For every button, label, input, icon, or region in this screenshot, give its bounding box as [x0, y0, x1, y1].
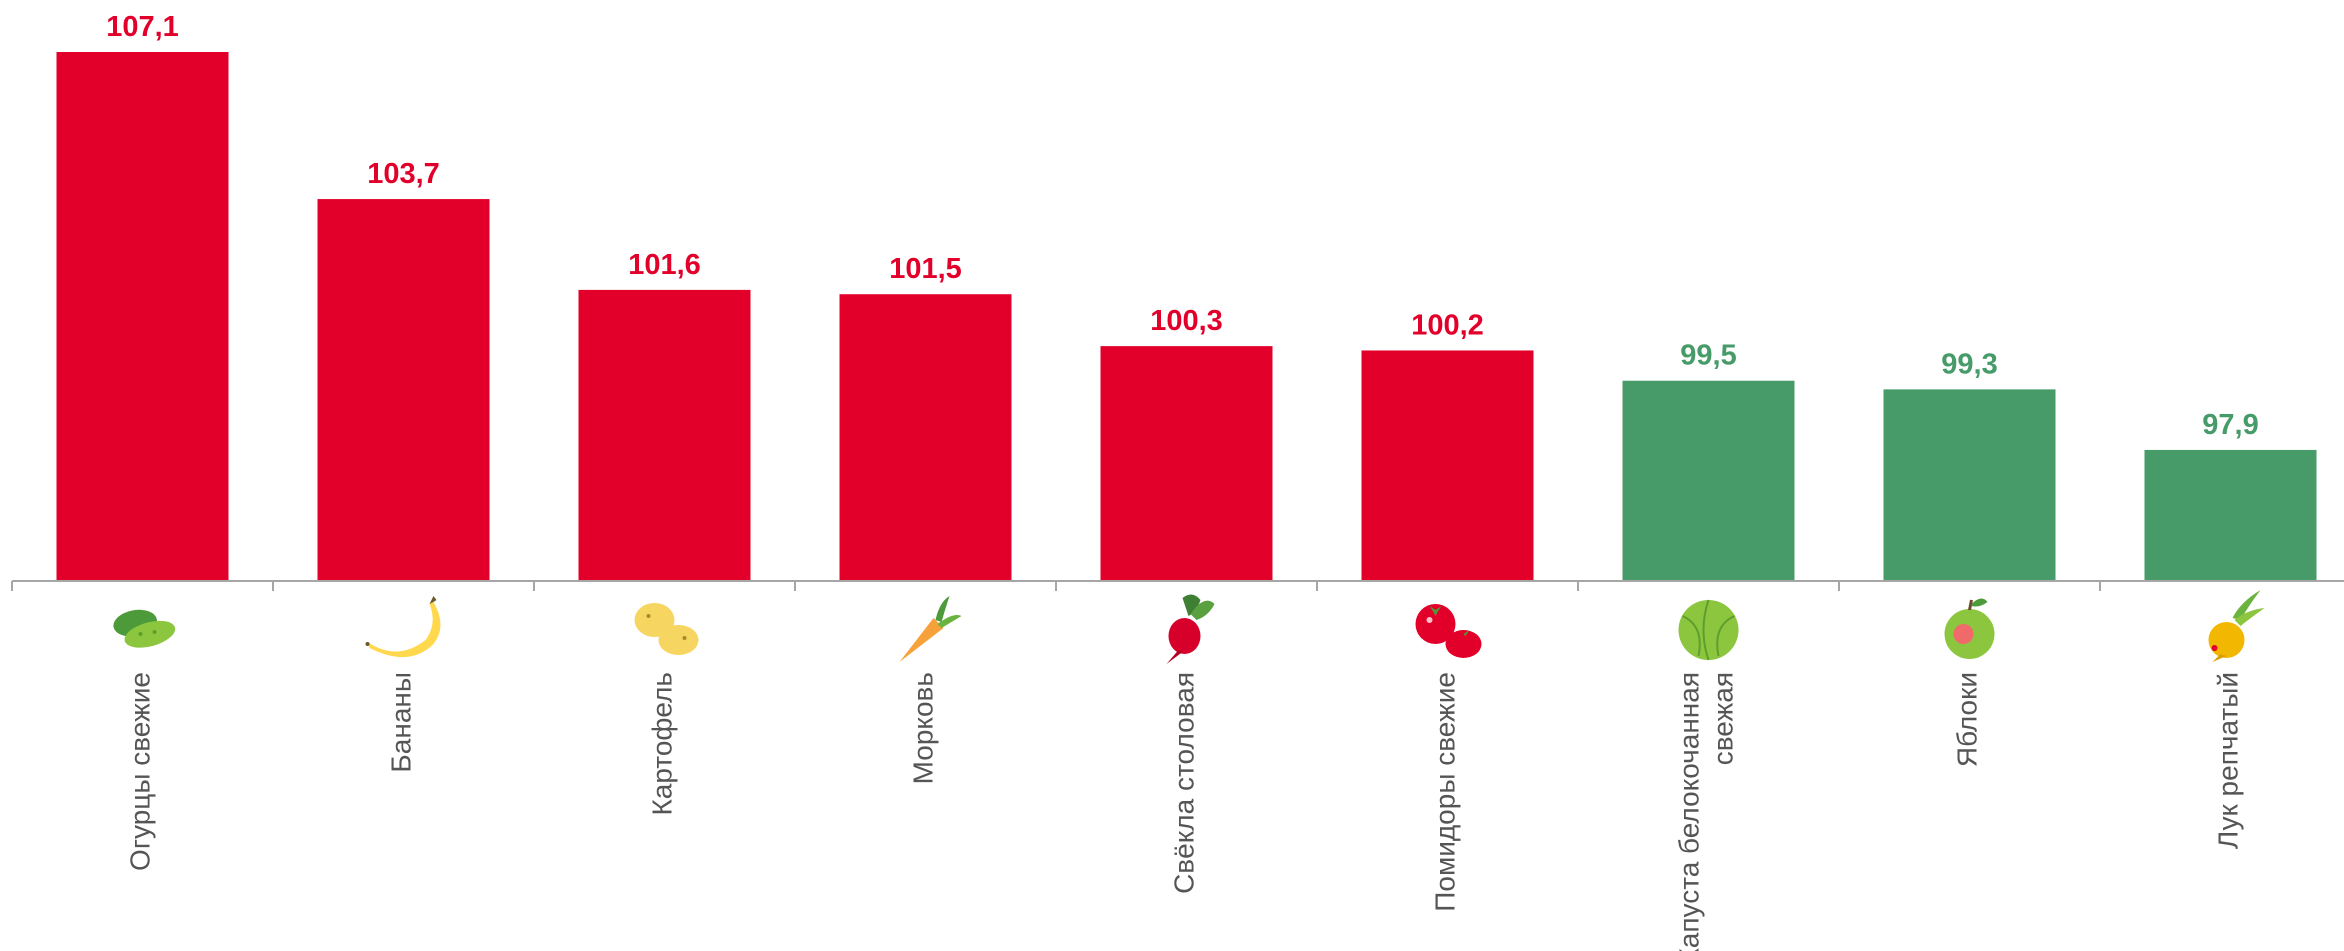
banana-icon [365, 596, 441, 658]
category-label-line: Помидоры свежие [1430, 672, 1461, 912]
category-label: Огурцы свежие [125, 672, 156, 871]
apple-icon [1944, 598, 1995, 659]
category-label-line: Картофель [647, 672, 678, 816]
category-label: Капуста белокочанная свежая [1674, 672, 1739, 951]
bar [1100, 346, 1273, 581]
potato-icon [634, 603, 699, 655]
bar [317, 199, 490, 582]
cucumber-icon [113, 609, 176, 648]
value-label: 100,3 [1150, 305, 1223, 337]
category-label-line: Бананы [386, 672, 417, 773]
category-icons-group [113, 590, 2265, 664]
value-label: 107,1 [106, 11, 179, 43]
bar [839, 294, 1012, 581]
category-label: Картофель [647, 672, 678, 816]
value-labels-group: 107,1 103,7 101,6 101,5 100,3 100,2 99,5 99,3 97… [106, 11, 2259, 441]
bar [1883, 389, 2056, 581]
value-label: 97,9 [2202, 409, 2258, 441]
category-label-line: Огурцы свежие [125, 672, 156, 871]
category-label: Бананы [386, 672, 417, 773]
category-labels-group: Огурцы свежие Бананы Картофель Морковь Свёкл… [125, 672, 2244, 951]
beet-icon [1166, 594, 1215, 664]
value-label: 99,3 [1941, 348, 1997, 380]
bar [2144, 449, 2317, 581]
category-label: Яблоки [1952, 672, 1983, 767]
bar [578, 289, 751, 581]
x-axis [11, 580, 2344, 591]
category-label: Свёкла столовая [1169, 672, 1200, 894]
bar [1361, 350, 1534, 581]
value-label: 101,6 [628, 249, 701, 281]
category-label: Лук репчатый [2213, 672, 2244, 849]
tomato-icon [1415, 604, 1482, 658]
category-label-line: свежая [1708, 672, 1739, 765]
category-label-line: Яблоки [1952, 672, 1983, 767]
category-label-line: Морковь [908, 672, 939, 784]
value-label: 99,5 [1680, 340, 1736, 372]
category-label-line: Лук репчатый [2213, 672, 2244, 849]
carrot-icon [899, 596, 962, 662]
bars-group [56, 52, 2317, 582]
value-label: 103,7 [367, 158, 440, 190]
category-label: Помидоры свежие [1430, 672, 1461, 912]
value-label: 100,2 [1411, 309, 1484, 341]
category-label: Морковь [908, 672, 939, 784]
bar [1622, 380, 1795, 581]
category-label-line: Свёкла столовая [1169, 672, 1200, 894]
value-label: 101,5 [889, 253, 962, 285]
onion-icon [2208, 590, 2265, 662]
bar [56, 52, 229, 581]
cabbage-icon [1678, 599, 1739, 661]
category-label-line: Капуста белокочанная [1674, 672, 1705, 951]
